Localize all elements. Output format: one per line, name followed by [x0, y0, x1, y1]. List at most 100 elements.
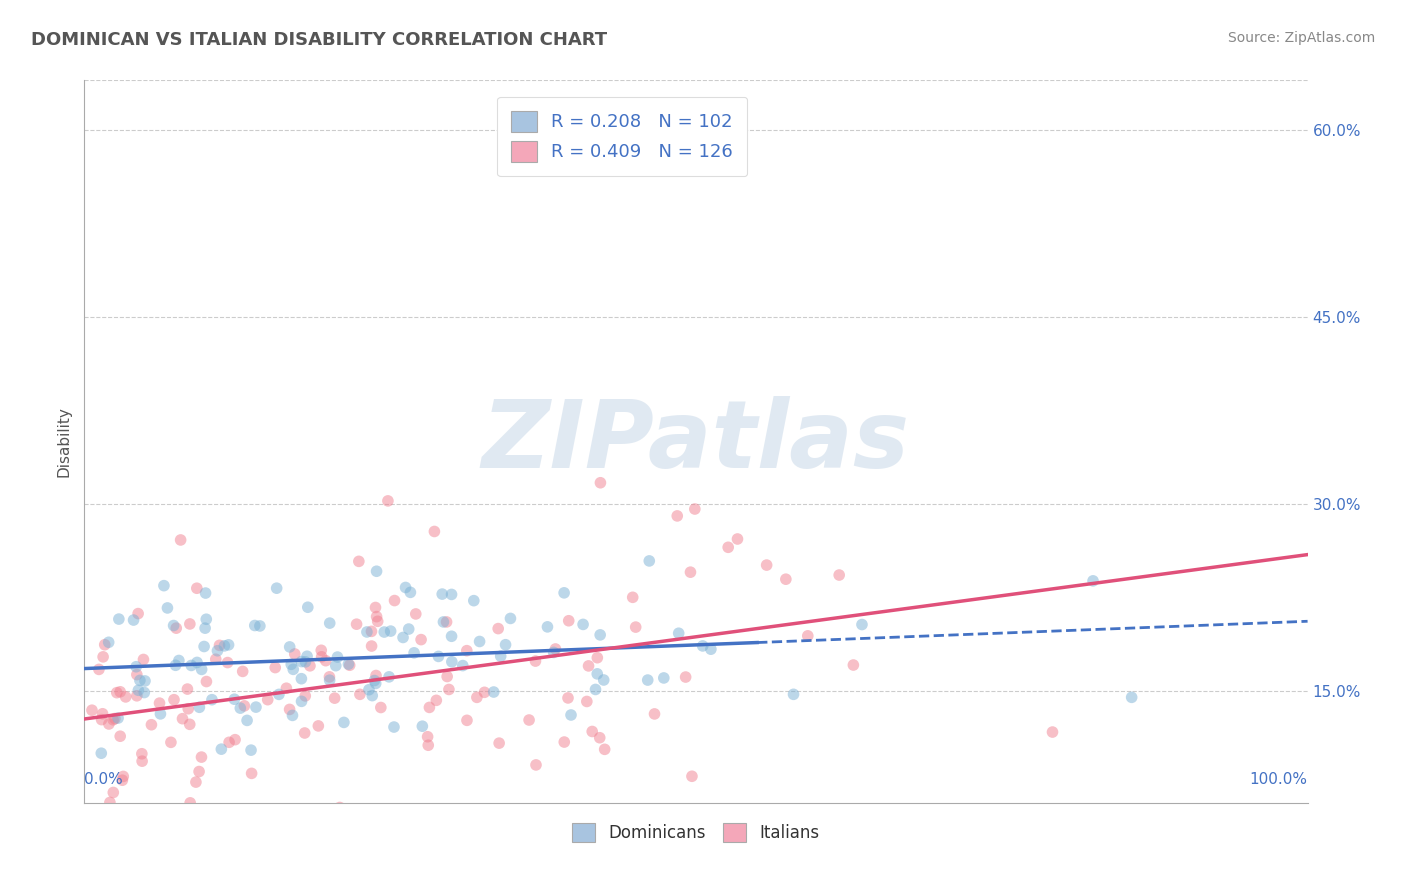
Point: [828, 568, 851, 582]
Point: [683, 502, 706, 516]
Point: [437, 682, 460, 697]
Point: [782, 687, 804, 701]
Point: [427, 649, 450, 664]
Point: [165, 658, 187, 673]
Point: [281, 708, 304, 723]
Point: [436, 615, 458, 629]
Point: [581, 724, 603, 739]
Point: [346, 617, 368, 632]
Point: [156, 601, 179, 615]
Point: [544, 642, 567, 657]
Point: [624, 620, 647, 634]
Point: [543, 645, 565, 659]
Point: [593, 742, 616, 756]
Point: [378, 670, 401, 684]
Point: [177, 702, 200, 716]
Point: [436, 669, 458, 683]
Point: [323, 691, 346, 706]
Point: [325, 658, 347, 673]
Point: [194, 586, 217, 600]
Point: [284, 647, 307, 661]
Point: [517, 713, 540, 727]
Point: [357, 682, 380, 697]
Point: [318, 670, 340, 684]
Point: [243, 618, 266, 632]
Point: [366, 609, 388, 624]
Point: [298, 658, 321, 673]
Point: [174, 822, 197, 837]
Point: [188, 700, 211, 714]
Point: [149, 706, 172, 721]
Point: [440, 587, 463, 601]
Point: [409, 632, 432, 647]
Point: [278, 640, 301, 654]
Point: [553, 586, 575, 600]
Point: [125, 659, 148, 673]
Point: [489, 649, 512, 664]
Point: [134, 673, 156, 688]
Point: [193, 640, 215, 654]
Point: [294, 689, 316, 703]
Point: [499, 611, 522, 625]
Point: [90, 746, 112, 760]
Point: [127, 607, 149, 621]
Point: [132, 652, 155, 666]
Point: [204, 652, 226, 666]
Point: [163, 692, 186, 706]
Text: ZIPatlas: ZIPatlas: [482, 395, 910, 488]
Point: [589, 731, 612, 745]
Point: [236, 714, 259, 728]
Text: DOMINICAN VS ITALIAN DISABILITY CORRELATION CHART: DOMINICAN VS ITALIAN DISABILITY CORRELAT…: [31, 31, 607, 49]
Point: [104, 712, 127, 726]
Point: [217, 656, 239, 670]
Text: 100.0%: 100.0%: [1250, 772, 1308, 788]
Point: [307, 719, 329, 733]
Point: [160, 735, 183, 749]
Point: [139, 833, 162, 847]
Point: [131, 754, 153, 768]
Point: [363, 673, 385, 688]
Point: [384, 593, 406, 607]
Point: [364, 668, 387, 682]
Point: [224, 692, 246, 706]
Point: [727, 532, 749, 546]
Point: [589, 628, 612, 642]
Point: [309, 643, 332, 657]
Point: [267, 687, 290, 701]
Legend: Dominicans, Italians: Dominicans, Italians: [565, 816, 827, 848]
Point: [411, 719, 433, 733]
Point: [585, 682, 607, 697]
Point: [404, 646, 426, 660]
Point: [1081, 574, 1104, 588]
Point: [91, 706, 114, 721]
Point: [495, 638, 517, 652]
Point: [842, 658, 865, 673]
Y-axis label: Disability: Disability: [56, 406, 72, 477]
Point: [93, 638, 115, 652]
Point: [180, 658, 202, 673]
Point: [249, 619, 271, 633]
Point: [264, 660, 287, 674]
Point: [536, 620, 558, 634]
Point: [290, 655, 312, 669]
Point: [240, 743, 263, 757]
Point: [468, 634, 491, 648]
Point: [311, 649, 333, 664]
Point: [141, 717, 163, 731]
Point: [188, 764, 211, 779]
Point: [337, 657, 360, 672]
Point: [266, 581, 288, 595]
Point: [586, 650, 609, 665]
Point: [361, 689, 384, 703]
Point: [668, 626, 690, 640]
Point: [172, 712, 194, 726]
Text: Source: ZipAtlas.com: Source: ZipAtlas.com: [1227, 31, 1375, 45]
Point: [179, 717, 201, 731]
Text: 0.0%: 0.0%: [84, 772, 124, 788]
Point: [194, 621, 217, 635]
Point: [349, 687, 371, 701]
Point: [1042, 725, 1064, 739]
Point: [681, 769, 703, 783]
Point: [280, 657, 302, 672]
Point: [621, 591, 644, 605]
